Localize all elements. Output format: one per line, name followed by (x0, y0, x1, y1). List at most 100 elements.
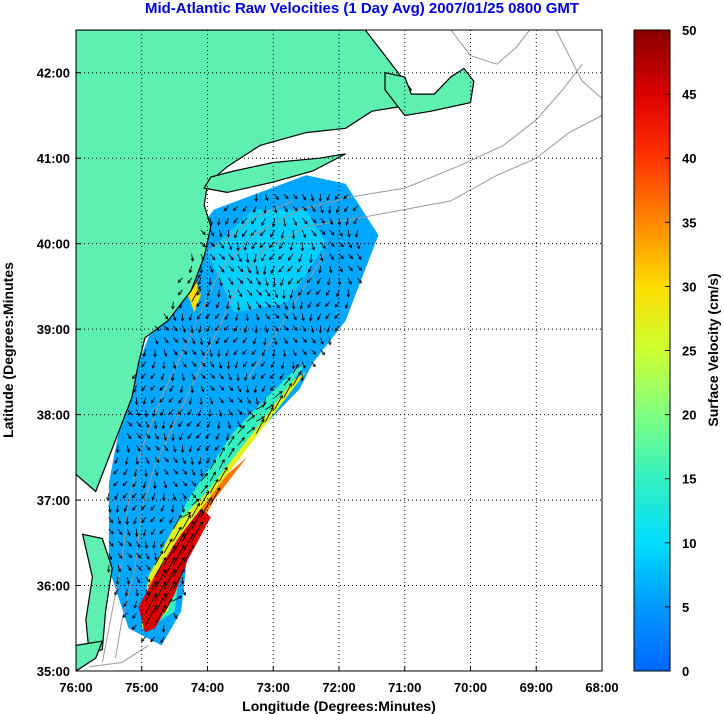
colorbar-tick-label: 0 (682, 664, 689, 679)
velocity-arrow (326, 193, 331, 202)
velocity-arrow (347, 277, 352, 285)
velocity-arrow (198, 457, 202, 466)
velocity-arrow (265, 404, 275, 410)
velocity-arrow (190, 253, 195, 262)
velocity-arrow (145, 604, 157, 625)
velocity-arrow (265, 406, 274, 422)
velocity-arrow (214, 313, 220, 320)
velocity-arrow (142, 349, 147, 358)
velocity-arrow (131, 492, 137, 499)
velocity-arrow (163, 337, 169, 344)
y-tick-label: 37:00 (37, 493, 70, 508)
velocity-arrow (315, 289, 321, 296)
velocity-arrow (163, 568, 176, 590)
velocity-arrow (209, 253, 216, 261)
velocity-arrow (117, 540, 123, 547)
velocity-arrow (182, 481, 188, 487)
velocity-arrow (168, 409, 174, 415)
velocity-arrow (233, 325, 239, 332)
velocity-arrow (253, 253, 257, 264)
velocity-arrow (219, 253, 226, 260)
velocity-arrow (180, 445, 185, 454)
x-tick-label: 70:00 (454, 680, 487, 695)
y-axis: 35:00 36:00 37:00 38:00 39:00 40:00 41:00 42:00 (37, 66, 81, 679)
velocity-arrow (274, 206, 278, 214)
velocity-arrow (190, 325, 194, 334)
velocity-arrow (282, 289, 286, 300)
x-tick-label: 71:00 (388, 680, 421, 695)
velocity-arrow (196, 445, 202, 452)
velocity-arrow (274, 394, 283, 410)
velocity-arrow (228, 397, 234, 403)
velocity-arrow (172, 349, 178, 356)
velocity-arrow (144, 541, 149, 549)
velocity-arrow (280, 229, 285, 240)
velocity-arrow (154, 433, 159, 440)
velocity-arrow (199, 397, 203, 406)
velocity-arrow (180, 313, 185, 322)
x-tick-label: 76:00 (59, 680, 92, 695)
velocity-arrow (145, 580, 157, 602)
velocity-arrow (347, 253, 354, 260)
velocity-arrow (289, 289, 294, 299)
colorbar-tick-label: 20 (682, 408, 696, 423)
velocity-arrow (172, 361, 177, 370)
velocity-arrow (226, 301, 230, 310)
velocity-arrow (327, 277, 331, 286)
velocity-arrow (251, 361, 257, 367)
colorbar-label: Surface Velocity (cm/s) (705, 273, 721, 426)
velocity-arrow (163, 457, 169, 463)
x-tick-label: 72:00 (322, 680, 355, 695)
velocity-arrow (242, 229, 248, 237)
velocity-arrow (126, 445, 131, 454)
velocity-arrow (145, 445, 151, 451)
velocity-arrow (301, 361, 306, 369)
velocity-arrow (160, 505, 165, 512)
velocity-arrow (243, 241, 248, 251)
velocity-arrow (246, 427, 256, 434)
velocity-arrow (114, 588, 119, 596)
velocity-arrow (251, 241, 257, 250)
velocity-arrow (154, 457, 160, 463)
velocity-arrow (209, 349, 213, 358)
velocity-arrow (255, 277, 261, 286)
velocity-arrow (334, 313, 340, 319)
velocity-arrow (226, 229, 231, 238)
velocity-arrow (255, 289, 262, 296)
velocity-arrow (163, 481, 168, 489)
velocity-arrow (209, 487, 221, 506)
y-tick-label: 41:00 (37, 151, 70, 166)
velocity-arrow (196, 289, 202, 296)
velocity-arrow (214, 325, 220, 332)
velocity-arrow (122, 492, 128, 499)
velocity-arrow (154, 550, 164, 566)
velocity-arrow (218, 277, 223, 287)
velocity-arrow (126, 433, 132, 440)
velocity-arrow (163, 556, 176, 578)
velocity-arrow (124, 588, 129, 597)
velocity-arrow (255, 418, 265, 434)
velocity-arrow (246, 265, 252, 274)
velocity-arrow (278, 265, 285, 273)
colorbar-tick-label: 45 (682, 87, 696, 102)
velocity-arrow (200, 497, 213, 518)
velocity-arrow (357, 253, 362, 260)
x-tick-label: 74:00 (191, 680, 224, 695)
velocity-arrow (159, 516, 165, 523)
colorbar-tick-label: 35 (682, 215, 696, 230)
velocity-arrow (237, 253, 242, 263)
velocity-arrow (172, 568, 185, 590)
velocity-arrow (346, 289, 351, 298)
velocity-arrow (318, 265, 322, 274)
velocity-arrow (227, 421, 232, 430)
velocity-arrow (177, 289, 183, 296)
velocity-arrow (150, 636, 156, 643)
velocity-arrow (182, 588, 186, 596)
velocity-arrow (196, 313, 202, 320)
velocity-arrow (200, 361, 206, 367)
velocity-arrow (353, 217, 358, 225)
velocity-arrow (283, 193, 289, 200)
velocity-arrow (136, 409, 140, 417)
velocity-arrow (209, 361, 215, 368)
velocity-arrow (208, 277, 212, 286)
